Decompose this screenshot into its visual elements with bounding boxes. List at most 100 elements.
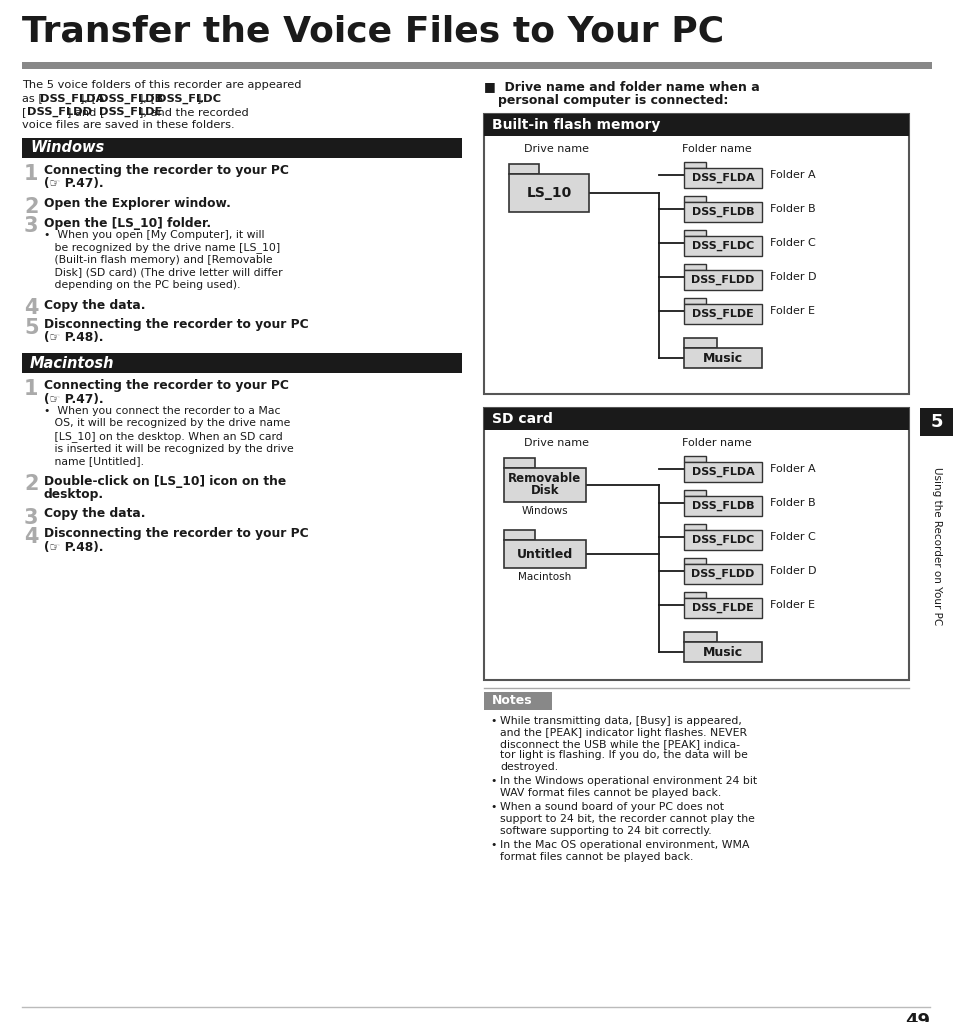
Text: ■  Drive name and folder name when a: ■ Drive name and folder name when a: [483, 80, 759, 93]
Text: Windows: Windows: [521, 506, 568, 516]
FancyBboxPatch shape: [919, 408, 953, 436]
Text: as [: as [: [22, 93, 43, 103]
Text: Macintosh: Macintosh: [30, 356, 114, 371]
Text: Folder A: Folder A: [769, 464, 815, 474]
Text: 49: 49: [904, 1012, 929, 1022]
Text: Transfer the Voice Files to Your PC: Transfer the Voice Files to Your PC: [22, 14, 723, 48]
FancyBboxPatch shape: [483, 114, 908, 136]
Text: be recognized by the drive name [LS_10]: be recognized by the drive name [LS_10]: [44, 242, 280, 253]
FancyBboxPatch shape: [683, 162, 705, 168]
Text: DSS_FLDB: DSS_FLDB: [691, 206, 754, 217]
FancyBboxPatch shape: [483, 692, 552, 710]
Text: Using the Recorder on Your PC: Using the Recorder on Your PC: [931, 467, 941, 625]
Text: Folder C: Folder C: [769, 238, 815, 248]
Text: Open the Explorer window.: Open the Explorer window.: [44, 197, 231, 210]
Text: Folder B: Folder B: [769, 204, 815, 214]
Text: Untitled: Untitled: [517, 548, 573, 560]
Text: Macintosh: Macintosh: [517, 572, 571, 582]
Text: Music: Music: [702, 352, 742, 365]
Text: ],: ],: [197, 93, 205, 103]
Text: Drive name: Drive name: [523, 438, 588, 448]
Text: ] and [: ] and [: [67, 107, 104, 117]
Text: voice files are saved in these folders.: voice files are saved in these folders.: [22, 121, 234, 131]
Text: Folder D: Folder D: [769, 272, 816, 282]
Text: ], [: ], [: [80, 93, 96, 103]
Text: Disconnecting the recorder to your PC: Disconnecting the recorder to your PC: [44, 318, 309, 331]
Text: Drive name: Drive name: [523, 144, 588, 154]
Text: disconnect the USB while the [PEAK] indica-: disconnect the USB while the [PEAK] indi…: [499, 739, 740, 749]
FancyBboxPatch shape: [503, 530, 535, 540]
Text: DSS_FLDE: DSS_FLDE: [691, 309, 753, 319]
Text: 3: 3: [24, 508, 38, 527]
Text: Folder name: Folder name: [681, 438, 751, 448]
Text: support to 24 bit, the recorder cannot play the: support to 24 bit, the recorder cannot p…: [499, 814, 754, 824]
Text: destroyed.: destroyed.: [499, 762, 558, 772]
FancyBboxPatch shape: [503, 468, 585, 502]
Text: (☞ P.48).: (☞ P.48).: [44, 541, 103, 554]
Text: •: •: [490, 777, 496, 787]
Text: Open the [LS_10] folder.: Open the [LS_10] folder.: [44, 217, 211, 230]
Text: 5: 5: [24, 318, 38, 338]
Text: 1: 1: [24, 379, 38, 399]
Text: DSS_FLDD: DSS_FLDD: [691, 275, 754, 285]
Text: •  When you connect the recorder to a Mac: • When you connect the recorder to a Mac: [44, 406, 280, 416]
FancyBboxPatch shape: [503, 540, 585, 568]
Text: Music: Music: [702, 646, 742, 658]
Text: Folder E: Folder E: [769, 306, 814, 316]
Text: name [Untitled].: name [Untitled].: [44, 456, 144, 466]
Text: The 5 voice folders of this recorder are appeared: The 5 voice folders of this recorder are…: [22, 80, 301, 90]
FancyBboxPatch shape: [509, 164, 538, 174]
FancyBboxPatch shape: [683, 202, 761, 222]
FancyBboxPatch shape: [683, 462, 761, 482]
FancyBboxPatch shape: [22, 62, 931, 69]
Text: When a sound board of your PC does not: When a sound board of your PC does not: [499, 802, 723, 812]
Text: Folder A: Folder A: [769, 170, 815, 180]
FancyBboxPatch shape: [683, 196, 705, 202]
Text: DSS_FLDB: DSS_FLDB: [691, 501, 754, 511]
FancyBboxPatch shape: [683, 349, 761, 368]
FancyBboxPatch shape: [483, 408, 908, 430]
Text: 2: 2: [24, 197, 38, 217]
Text: Notes: Notes: [492, 695, 532, 707]
FancyBboxPatch shape: [683, 642, 761, 662]
FancyBboxPatch shape: [683, 524, 705, 530]
Text: 4: 4: [24, 527, 38, 547]
FancyBboxPatch shape: [683, 598, 761, 618]
Text: 5: 5: [930, 413, 943, 431]
Text: Folder E: Folder E: [769, 600, 814, 610]
Text: 2: 2: [24, 474, 38, 495]
Text: •: •: [490, 802, 496, 812]
FancyBboxPatch shape: [683, 592, 705, 598]
Text: (☞ P.47).: (☞ P.47).: [44, 178, 104, 190]
Text: Connecting the recorder to your PC: Connecting the recorder to your PC: [44, 164, 289, 177]
Text: DSS_FLDA: DSS_FLDA: [40, 93, 105, 104]
Text: 3: 3: [24, 217, 38, 236]
FancyBboxPatch shape: [483, 114, 908, 394]
Text: Folder B: Folder B: [769, 498, 815, 508]
Text: Double-click on [LS_10] icon on the: Double-click on [LS_10] icon on the: [44, 474, 286, 487]
Text: DSS_FLDC: DSS_FLDC: [691, 535, 753, 545]
Text: personal computer is connected:: personal computer is connected:: [497, 94, 727, 107]
FancyBboxPatch shape: [683, 338, 716, 349]
Text: DSS_FLDE: DSS_FLDE: [691, 603, 753, 613]
Text: and the [PEAK] indicator light flashes. NEVER: and the [PEAK] indicator light flashes. …: [499, 728, 746, 738]
Text: ], and the recorded: ], and the recorded: [138, 107, 249, 117]
Text: While transmitting data, [Busy] is appeared,: While transmitting data, [Busy] is appea…: [499, 716, 741, 726]
Text: DSS_FLDE: DSS_FLDE: [99, 107, 162, 118]
FancyBboxPatch shape: [503, 458, 535, 468]
Text: Copy the data.: Copy the data.: [44, 508, 146, 520]
Text: DSS_FLDD: DSS_FLDD: [691, 569, 754, 579]
FancyBboxPatch shape: [509, 174, 588, 212]
FancyBboxPatch shape: [683, 230, 705, 236]
FancyBboxPatch shape: [683, 530, 761, 550]
FancyBboxPatch shape: [683, 564, 761, 584]
Text: (☞ P.47).: (☞ P.47).: [44, 392, 104, 406]
Text: Folder D: Folder D: [769, 566, 816, 576]
FancyBboxPatch shape: [483, 408, 908, 680]
Text: Disconnecting the recorder to your PC: Disconnecting the recorder to your PC: [44, 527, 309, 540]
Text: SD card: SD card: [492, 412, 553, 426]
Text: LS_10: LS_10: [526, 186, 571, 200]
Text: •  When you open [My Computer], it will: • When you open [My Computer], it will: [44, 230, 264, 240]
Text: ], [: ], [: [138, 93, 154, 103]
Text: •: •: [490, 716, 496, 726]
